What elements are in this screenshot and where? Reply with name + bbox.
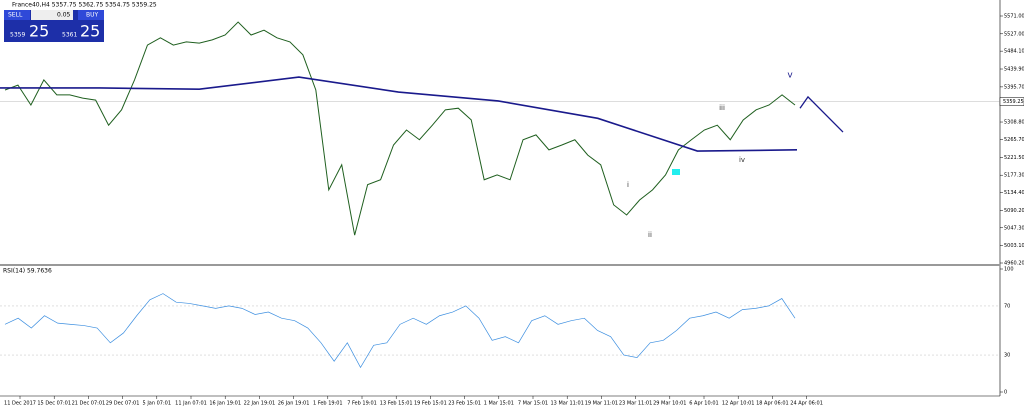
x-tick-label: 16 Jan 19:01 — [209, 401, 241, 407]
sell-label: SELL — [8, 12, 23, 19]
moving-average — [0, 76, 798, 152]
y-tick-label: 5308.80 — [1004, 120, 1024, 126]
y-tick-label: 5177.30 — [1004, 173, 1024, 179]
x-tick-label: 13 Mar 11:01 — [551, 401, 584, 407]
current-price-box — [999, 97, 1024, 106]
wave-label: v — [787, 71, 793, 81]
y-tick-label: 5221.50 — [1004, 155, 1024, 161]
rsi-title: RSI(14) 59.7636 — [3, 268, 52, 275]
pane-separator — [0, 264, 1000, 266]
x-tick-label: 11 Dec 2017 — [4, 401, 36, 407]
x-tick-label: 24 Apr 06:01 — [790, 401, 823, 407]
x-tick-label: 1 Mar 15:01 — [484, 401, 514, 407]
current-price: 5359.25 — [1003, 99, 1024, 105]
y-tick-label: 100 — [1004, 267, 1014, 273]
x-tick-label: 21 Dec 07:01 — [72, 401, 106, 407]
y-tick-label: 0 — [1004, 390, 1007, 396]
buy-button[interactable] — [78, 10, 104, 20]
y-tick-label: 30 — [1004, 353, 1010, 359]
x-tick-label: 29 Dec 07:01 — [106, 401, 140, 407]
chart-title: France40,H4 5357.75 5362.75 5354.75 5359… — [12, 2, 157, 9]
x-tick-label: 19 Feb 15:01 — [414, 401, 447, 407]
x-tick-label: 26 Jan 19:01 — [278, 401, 310, 407]
y-tick-label: 5439.90 — [1004, 67, 1024, 73]
x-tick-label: 23 Feb 15:01 — [448, 401, 481, 407]
y-tick-label: 5484.10 — [1004, 49, 1024, 55]
sell-pips[interactable]: 25 — [29, 22, 49, 41]
wave-label: ii — [648, 231, 652, 239]
buy-label: BUY — [86, 12, 99, 19]
x-tick-label: 29 Mar 10:01 — [653, 401, 686, 407]
marker — [672, 169, 680, 175]
x-tick-label: 6 Apr 10:01 — [689, 401, 718, 407]
x-tick-label: 5 Jan 07:01 — [143, 401, 171, 407]
y-tick-label: 5527.00 — [1004, 31, 1024, 37]
rsi-line — [4, 293, 796, 369]
x-tick-label: 18 Apr 06:01 — [756, 401, 789, 407]
trade-panel: SELL 0.05 BUY 5359 25 5361 25 — [4, 10, 104, 42]
wave-label: iii — [719, 104, 725, 112]
wave-label: i — [627, 181, 629, 189]
y-tick-label: 5395.70 — [1004, 84, 1024, 90]
sell-button[interactable] — [4, 10, 30, 20]
x-tick-label: 22 Jan 19:01 — [244, 401, 276, 407]
y-tick-label: 5134.40 — [1004, 190, 1024, 196]
x-tick-label: 1 Feb 19:01 — [313, 401, 343, 407]
y-tick-label: 5265.70 — [1004, 137, 1024, 143]
price-line — [4, 21, 796, 236]
lot-input[interactable] — [31, 10, 73, 20]
sell-price[interactable]: 5359 — [10, 32, 25, 39]
y-tick-label: 5571.00 — [1004, 14, 1024, 20]
y-tick-label: 5047.30 — [1004, 225, 1024, 231]
y-tick-label: 5090.20 — [1004, 208, 1024, 214]
y-tick-label: 70 — [1004, 303, 1010, 309]
x-tick-label: 19 Mar 11:01 — [585, 401, 618, 407]
x-tick-label: 23 Mar 11:01 — [619, 401, 652, 407]
buy-price[interactable]: 5361 — [62, 32, 77, 39]
projection — [799, 95, 844, 133]
wave-label: iv — [739, 156, 745, 164]
x-tick-label: 7 Feb 19:01 — [347, 401, 377, 407]
x-tick-label: 7 Mar 15:01 — [518, 401, 548, 407]
buy-pips[interactable]: 25 — [80, 22, 100, 41]
x-tick-label: 11 Jan 07:01 — [175, 401, 207, 407]
lot: 0.05 — [57, 12, 71, 19]
y-tick-label: 5003.10 — [1004, 243, 1024, 249]
x-tick-label: 12 Apr 10:01 — [722, 401, 755, 407]
y-tick-label: 4960.20 — [1004, 261, 1024, 267]
x-tick-label: 15 Dec 07:01 — [37, 401, 71, 407]
x-tick-label: 13 Feb 15:01 — [380, 401, 413, 407]
